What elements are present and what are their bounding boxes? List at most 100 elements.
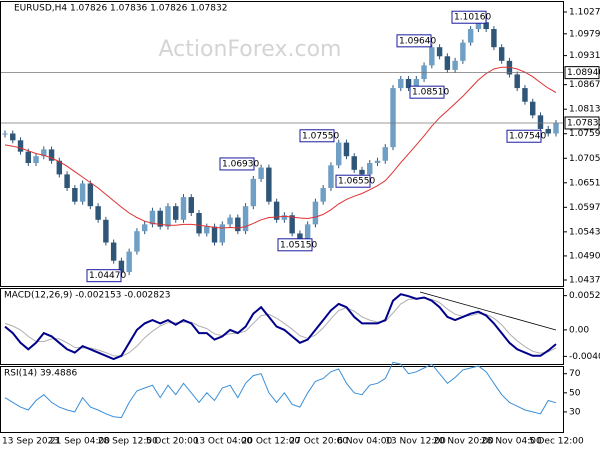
annotation-box <box>277 238 313 252</box>
y-tick-label: 1.10275 <box>569 7 600 17</box>
x-tick-label: 13 Nov 12:00 <box>385 437 446 447</box>
candle <box>537 115 544 129</box>
candle <box>320 188 326 202</box>
candle <box>343 142 350 157</box>
candle <box>48 149 55 161</box>
x-tick-label: 20 Oct 12:00 <box>242 437 301 447</box>
candle <box>390 88 396 148</box>
y-tick-label: 1.04375 <box>569 276 600 286</box>
annotation: 1.10160 <box>454 13 491 23</box>
candle <box>429 47 435 66</box>
candle <box>514 74 520 89</box>
price-label: 1.08940 <box>567 68 600 78</box>
candle <box>242 206 249 232</box>
candle <box>250 178 257 207</box>
rsi-title: RSI(14) 39.4886 <box>4 369 77 379</box>
candle <box>452 60 458 70</box>
candle <box>436 47 443 57</box>
annotation: 1.06930 <box>222 159 259 169</box>
candle <box>219 224 226 243</box>
y-tick-label: 50 <box>569 388 581 398</box>
candle <box>297 233 303 241</box>
candle <box>273 201 280 220</box>
y-tick-label: 1.08135 <box>569 105 600 115</box>
annotation-box <box>335 174 371 188</box>
main-title: EURUSD,H4 1.07826 1.07836 1.07826 1.0783… <box>14 4 227 14</box>
y-tick-label: 1.09795 <box>569 29 600 39</box>
candle <box>211 226 218 243</box>
y-tick-label: 1.05435 <box>569 227 600 237</box>
y-tick-label: -0.004087 <box>569 352 600 362</box>
candle <box>335 142 342 166</box>
candle <box>196 213 202 234</box>
price-label: 1.07832 <box>567 118 600 128</box>
macd-panel <box>0 288 564 365</box>
x-tick-label: 6 Nov 04:00 <box>337 437 392 447</box>
candle <box>421 65 427 79</box>
rsi-panel <box>0 366 564 433</box>
annotation-box <box>451 10 487 24</box>
candle <box>553 123 559 134</box>
candle <box>87 183 94 207</box>
candle <box>281 215 288 220</box>
indicator-line <box>4 293 557 361</box>
x-tick-label: 5 Dec 12:00 <box>529 437 584 447</box>
candle <box>103 219 109 243</box>
annotation-box <box>219 157 255 171</box>
annotation-box <box>299 129 335 143</box>
candle <box>64 174 70 189</box>
candle <box>491 29 497 48</box>
y-tick-label: 1.05975 <box>569 203 600 213</box>
candle <box>95 206 101 220</box>
candle <box>258 167 264 179</box>
y-tick-label: 1.09315 <box>569 51 600 61</box>
candle <box>444 56 451 70</box>
x-tick-label: 27 Oct 20:00 <box>289 437 348 447</box>
trend-line <box>419 291 557 331</box>
candle <box>289 215 295 234</box>
x-tick-label: 28 Nov 04:00 <box>481 437 542 447</box>
candle <box>227 217 233 225</box>
indicator-line <box>4 66 557 229</box>
annotation: 1.04470 <box>89 271 126 281</box>
y-tick-label: 70 <box>569 369 581 379</box>
candle <box>41 149 47 157</box>
candle <box>312 201 319 225</box>
candle <box>33 156 39 164</box>
candle <box>134 231 140 252</box>
indicator-line <box>4 361 557 419</box>
candle <box>141 224 148 232</box>
candle <box>56 160 63 175</box>
x-tick-label: 28 Sep 12:00 <box>98 437 158 447</box>
y-tick-label: 1.08675 <box>569 80 600 90</box>
candle <box>413 78 420 89</box>
candle <box>118 260 125 273</box>
candle <box>10 133 16 141</box>
y-tick-label: 1.07595 <box>569 129 600 139</box>
candle <box>188 197 194 214</box>
candle <box>110 242 117 261</box>
candle <box>467 29 474 43</box>
candle <box>405 78 412 89</box>
x-tick-label: 13 Sep 2023 <box>2 437 59 447</box>
annotation: 1.05150 <box>280 240 317 250</box>
annotation: 1.08510 <box>412 88 449 98</box>
candle <box>72 188 78 202</box>
candle <box>149 210 156 225</box>
x-tick-label: 5 Oct 20:00 <box>146 437 199 447</box>
candle <box>17 140 24 152</box>
annotation-box <box>409 85 445 99</box>
candle <box>204 226 210 234</box>
candle <box>79 183 86 202</box>
candle <box>165 206 171 227</box>
annotation: 1.06550 <box>338 177 375 187</box>
macd-title: MACD(12,26,9) -0.002153 -0.002823 <box>4 291 170 301</box>
candle <box>460 42 466 61</box>
watermark: ActionForex.com <box>159 37 342 62</box>
annotation-box <box>396 34 432 48</box>
candle <box>2 133 8 135</box>
main-panel <box>0 1 564 287</box>
candle <box>351 156 357 170</box>
